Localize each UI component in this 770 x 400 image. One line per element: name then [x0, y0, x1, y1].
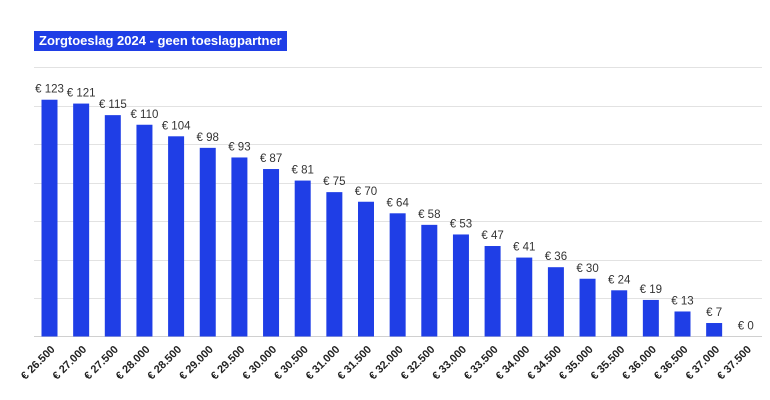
bar	[706, 323, 723, 337]
bar	[611, 290, 628, 337]
value-label: € 53	[450, 218, 472, 230]
bar	[421, 224, 438, 337]
x-tick-labels: € 26.500€ 27.000€ 27.500€ 28.000€ 28.500…	[19, 344, 754, 383]
bar	[199, 147, 216, 337]
value-labels: € 123 € 121€ 115€ 110 € 104 € 98 € 93 € 87 € 8…	[35, 84, 754, 333]
value-label: € 75	[323, 176, 345, 188]
bar	[516, 257, 533, 337]
value-label: € 24	[608, 274, 631, 286]
value-label: € 123	[35, 84, 64, 96]
bar	[41, 99, 58, 337]
bar	[547, 267, 564, 337]
bar	[579, 278, 596, 337]
bar	[73, 103, 90, 337]
chart-title: Zorgtoeslag 2024 - geen toeslagpartner	[34, 31, 287, 51]
bar	[674, 311, 691, 337]
bar	[294, 180, 311, 337]
bar	[104, 115, 121, 337]
value-label: € 121	[67, 88, 96, 100]
bars	[41, 99, 723, 337]
value-label: € 0	[738, 321, 754, 333]
value-label: € 30	[576, 263, 598, 275]
value-label: € 64	[386, 197, 409, 209]
bar	[136, 124, 153, 337]
value-label: € 13	[671, 295, 693, 307]
bar	[484, 246, 501, 337]
value-label: € 104	[162, 120, 191, 132]
value-label: € 47	[481, 230, 503, 242]
x-tick-label: € 37.500	[715, 344, 754, 383]
bar	[358, 201, 374, 337]
value-label: € 41	[513, 242, 535, 254]
value-label: € 87	[260, 153, 282, 165]
value-label: € 58	[418, 209, 440, 221]
bar	[389, 213, 406, 337]
bar	[168, 136, 185, 337]
bar	[452, 234, 469, 337]
value-label: € 115	[99, 99, 127, 111]
value-label: € 7	[706, 307, 722, 319]
value-label: € 70	[355, 186, 377, 198]
value-label: € 81	[292, 165, 314, 177]
value-label: € 110	[130, 109, 158, 121]
bar	[231, 157, 248, 337]
bar	[263, 169, 280, 337]
bar	[642, 299, 659, 337]
value-label: € 98	[197, 132, 219, 144]
value-label: € 36	[545, 251, 567, 263]
bar	[326, 192, 343, 337]
value-label: € 19	[640, 284, 662, 296]
gridlines	[34, 67, 762, 337]
value-label: € 93	[228, 141, 250, 153]
